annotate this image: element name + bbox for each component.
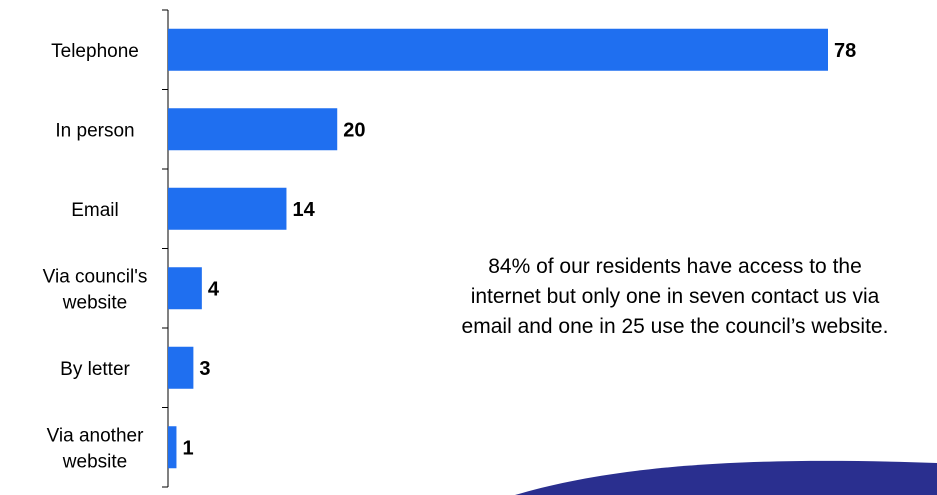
value-label: 14: [292, 199, 315, 221]
bar: [168, 187, 287, 230]
category-label: website: [62, 451, 127, 472]
value-label: 4: [208, 278, 220, 300]
bar: [168, 267, 202, 310]
bars: [168, 28, 828, 469]
category-label: Via another: [47, 425, 145, 446]
bar: [168, 28, 828, 71]
value-labels: 78 20 14 4 3 1: [182, 40, 856, 460]
value-label: 20: [343, 119, 365, 141]
category-label: Telephone: [51, 41, 139, 62]
bar: [168, 346, 194, 389]
category-label: Email: [71, 200, 119, 221]
y-axis-ticks: [162, 9, 168, 488]
decorative-swoosh: [515, 460, 937, 495]
category-label: By letter: [60, 359, 130, 380]
value-label: 78: [834, 40, 856, 62]
category-label: website: [62, 292, 127, 313]
value-label: 1: [182, 437, 193, 459]
bar: [168, 426, 177, 469]
category-label: Via council's: [43, 266, 148, 287]
category-label: In person: [55, 120, 134, 141]
annotation-text: 84% of our residents have access to the …: [461, 255, 889, 338]
value-label: 3: [199, 358, 210, 380]
category-labels: Telephone In person Email Via council's webs…: [43, 41, 148, 473]
bar: [168, 108, 338, 151]
